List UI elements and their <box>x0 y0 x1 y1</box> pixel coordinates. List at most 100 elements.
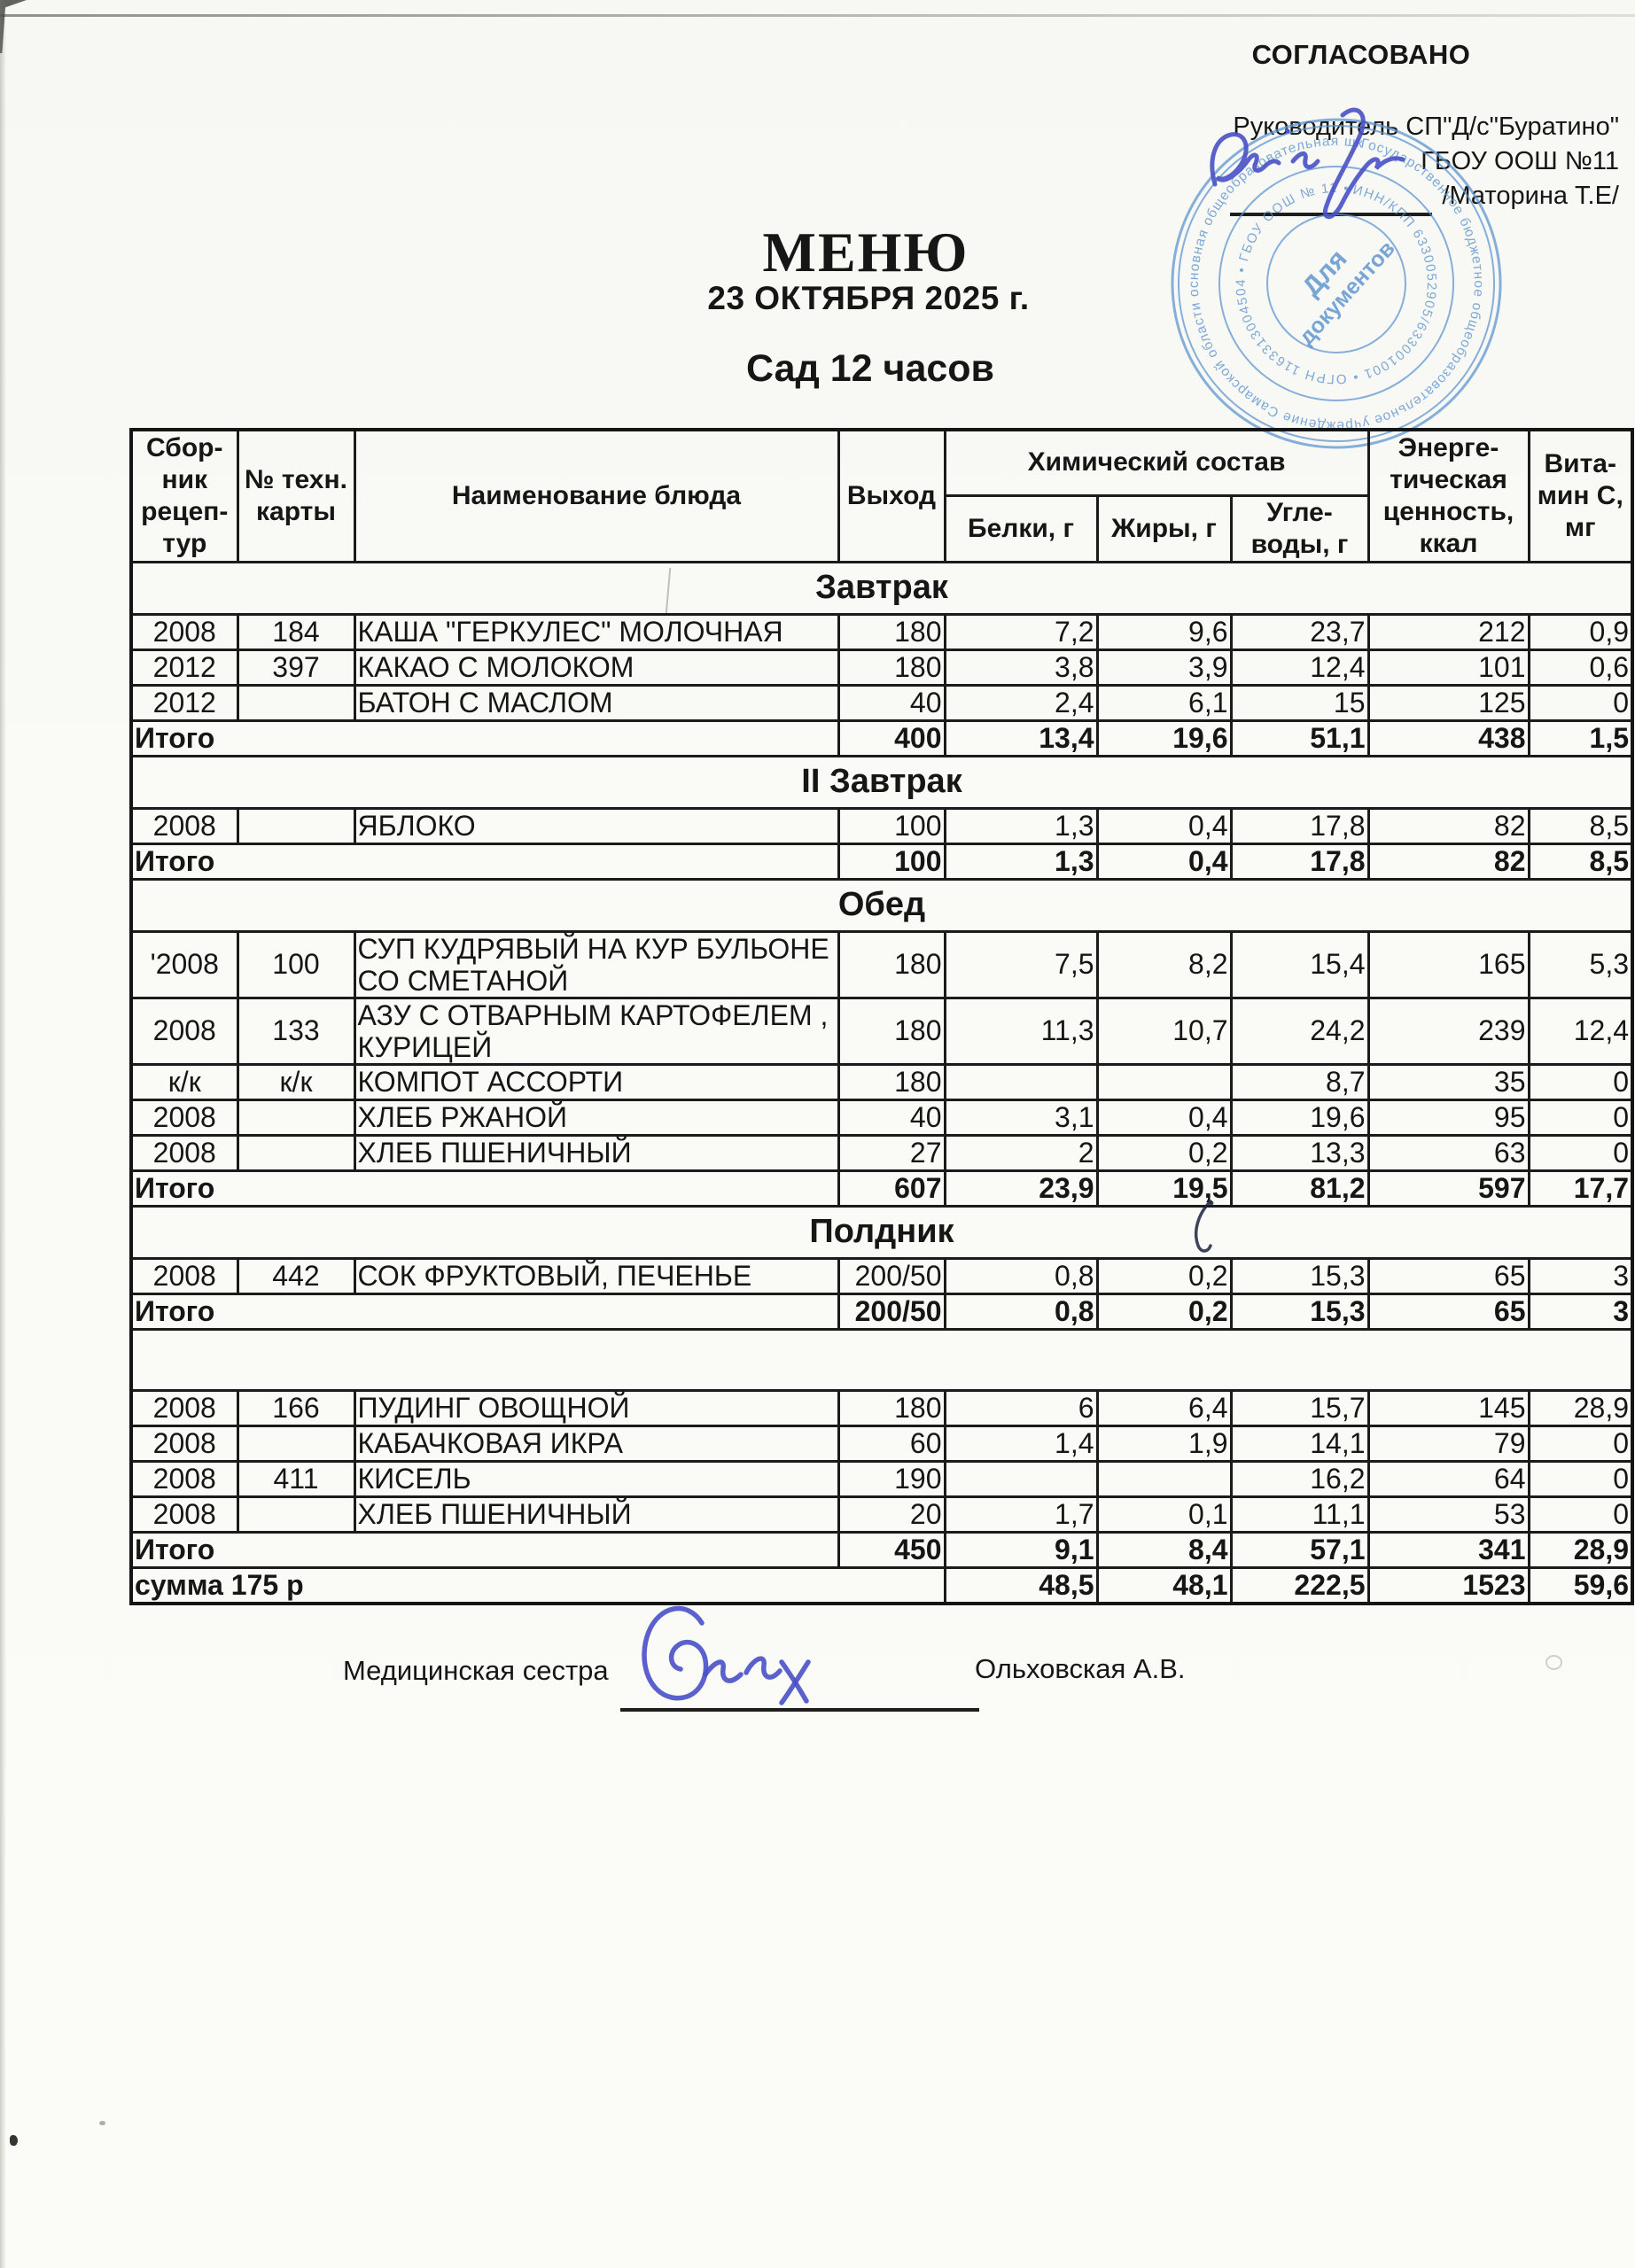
cell-carbs: 15,4 <box>1229 929 1370 999</box>
cell-vitc: 5,3 <box>1527 929 1634 999</box>
itogo-row: Итого 400 13,4 19,6 51,1 438 1,5 <box>129 718 1634 757</box>
cell-card: 184 <box>236 612 356 651</box>
approver-line1: Руководитель СП"Д/с"Буратино" <box>1233 113 1619 141</box>
cell-carbs: 19,6 <box>1229 1098 1370 1137</box>
cell-fat: 0,4 <box>1095 806 1233 845</box>
section-title-row: Полдник <box>129 1204 1634 1260</box>
itogo-protein: 1,3 <box>943 842 1099 881</box>
table-row: 2008 ХЛЕБ ПШЕНИЧНЫЙ 27 2 0,2 13,3 63 0 <box>129 1133 1634 1172</box>
cell-out: 180 <box>837 648 946 687</box>
cell-fat: 1,9 <box>1095 1424 1233 1463</box>
table-row: 2008 ХЛЕБ ПШЕНИЧНЫЙ 20 1,7 0,1 11,1 53 0 <box>129 1495 1634 1534</box>
cell-protein: 3,8 <box>943 648 1099 687</box>
director-signature <box>1210 107 1405 220</box>
scan-artifact-speck <box>99 2121 105 2125</box>
cell-carbs: 15,7 <box>1229 1388 1370 1427</box>
col-header-carbs: Угле- воды, г <box>1229 493 1370 563</box>
cell-fat: 9,6 <box>1095 612 1233 651</box>
cell-vitc: 0,9 <box>1527 612 1634 651</box>
itogo-vitc: 8,5 <box>1527 842 1634 881</box>
cell-out: 190 <box>837 1459 946 1498</box>
cell-protein: 6 <box>943 1388 1099 1427</box>
scan-artifact-left-edge <box>0 0 6 2268</box>
cell-out: 20 <box>837 1495 946 1534</box>
cell-recipe: 2008 <box>129 1098 239 1137</box>
cell-dish: КАБАЧКОВАЯ ИКРА <box>353 1424 840 1463</box>
cell-kcal: 35 <box>1366 1062 1530 1101</box>
itogo-fat: 0,2 <box>1095 1292 1233 1331</box>
cell-out: 100 <box>837 806 946 845</box>
itogo-protein: 23,9 <box>943 1169 1099 1208</box>
table-row: 2008 166 ПУДИНГ ОВОЩНОЙ 180 6 6,4 15,7 145 28,9 <box>129 1388 1634 1427</box>
scan-artifact-top-line <box>0 14 1635 17</box>
cell-fat: 8,2 <box>1095 929 1233 999</box>
cell-carbs: 15,3 <box>1229 1256 1370 1295</box>
itogo-kcal: 65 <box>1366 1292 1530 1331</box>
cell-carbs: 15 <box>1229 683 1370 722</box>
summa-vitc: 59,6 <box>1527 1565 1634 1604</box>
menu-group: Сад 12 часов <box>745 347 994 390</box>
cell-dish: ХЛЕБ ПШЕНИЧНЫЙ <box>353 1495 840 1534</box>
approved-label: СОГЛАСОВАНО <box>1251 39 1471 70</box>
itogo-kcal: 438 <box>1366 718 1530 757</box>
cell-protein: 1,7 <box>943 1495 1099 1534</box>
nurse-label: Медицинская сестра <box>343 1655 609 1686</box>
cell-recipe: 2008 <box>129 996 239 1066</box>
section-title: II Завтрак <box>129 754 1634 810</box>
table-row: 2008 442 СОК ФРУКТОВЫЙ, ПЕЧЕНЬЕ 200/50 0,8 0,… <box>129 1256 1634 1295</box>
cell-kcal: 125 <box>1366 683 1530 722</box>
col-header-fat: Жиры, г <box>1095 493 1233 563</box>
col-header-out: Выход <box>837 428 946 563</box>
cell-kcal: 63 <box>1366 1133 1530 1172</box>
cell-recipe: 2008 <box>129 806 239 845</box>
cell-card: к/к <box>236 1062 356 1101</box>
cell-recipe: '2008 <box>129 929 239 999</box>
scan-artifact-speck <box>10 2135 18 2146</box>
table-row: к/к к/к КОМПОТ АССОРТИ 180 8,7 35 0 <box>129 1062 1634 1101</box>
cell-carbs: 13,3 <box>1229 1133 1370 1172</box>
itogo-carbs: 57,1 <box>1229 1530 1370 1569</box>
scan-artifact-speck <box>1545 1655 1562 1670</box>
itogo-fat: 19,6 <box>1095 718 1233 757</box>
cell-recipe: 2012 <box>129 683 239 722</box>
cell-recipe: 2008 <box>129 1495 239 1534</box>
itogo-vitc: 17,7 <box>1527 1169 1634 1208</box>
cell-vitc: 12,4 <box>1527 996 1634 1066</box>
cell-vitc: 3 <box>1527 1256 1634 1295</box>
cell-recipe: к/к <box>129 1062 239 1101</box>
itogo-out: 200/50 <box>837 1292 946 1331</box>
cell-dish: ХЛЕБ РЖАНОЙ <box>353 1098 840 1137</box>
summa-kcal: 1523 <box>1366 1565 1530 1604</box>
cell-recipe: 2012 <box>129 648 239 687</box>
cell-dish: СУП КУДРЯВЫЙ НА КУР БУЛЬОНЕ СО СМЕТАНОЙ <box>353 929 840 999</box>
cell-card <box>236 1495 356 1534</box>
cell-protein: 7,2 <box>943 612 1099 651</box>
cell-recipe: 2008 <box>129 1256 239 1295</box>
table-row: 2008 411 КИСЕЛЬ 190 16,2 64 0 <box>129 1459 1634 1498</box>
cell-out: 180 <box>837 996 946 1066</box>
cell-vitc: 28,9 <box>1527 1388 1634 1427</box>
cell-out: 180 <box>837 612 946 651</box>
cell-kcal: 95 <box>1366 1098 1530 1137</box>
cell-fat: 0,1 <box>1095 1495 1233 1534</box>
itogo-carbs: 51,1 <box>1229 718 1370 757</box>
itogo-fat: 19,5 <box>1095 1169 1233 1208</box>
cell-dish: КАКАО С МОЛОКОМ <box>353 648 840 687</box>
cell-carbs: 17,8 <box>1229 806 1370 845</box>
cell-recipe: 2008 <box>129 1459 239 1498</box>
nurse-name: Ольховская А.В. <box>975 1653 1186 1684</box>
itogo-label: Итого <box>129 1169 840 1208</box>
itogo-carbs: 81,2 <box>1229 1169 1370 1208</box>
approver-block: Руководитель СП"Д/с"Буратино" ГБОУ ООШ №… <box>1233 110 1619 214</box>
cell-dish: КОМПОТ АССОРТИ <box>353 1062 840 1101</box>
col-header-energy: Энерге- тическая ценность, ккал <box>1366 428 1530 563</box>
itogo-row: Итого 100 1,3 0,4 17,8 82 8,5 <box>129 842 1634 881</box>
cell-carbs: 11,1 <box>1229 1495 1370 1534</box>
cell-dish: БАТОН С МАСЛОМ <box>353 683 840 722</box>
cell-carbs: 24,2 <box>1229 996 1370 1066</box>
col-header-protein: Белки, г <box>943 493 1099 563</box>
summa-row: сумма 175 р 48,5 48,1 222,5 1523 59,6 <box>129 1565 1634 1604</box>
cell-carbs: 12,4 <box>1229 648 1370 687</box>
cell-protein: 1,4 <box>943 1424 1099 1463</box>
cell-card <box>236 806 356 845</box>
